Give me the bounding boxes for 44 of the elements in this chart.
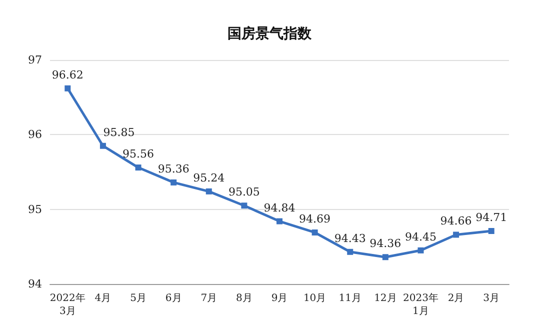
point bbox=[488, 228, 494, 234]
point bbox=[347, 248, 354, 255]
data-label: 94.69 bbox=[299, 212, 331, 226]
point bbox=[100, 142, 106, 149]
point bbox=[241, 202, 248, 209]
x-tick-label: 2023年 1月 bbox=[403, 292, 438, 317]
point bbox=[312, 229, 318, 236]
x-tick-label: 12月 bbox=[374, 293, 397, 304]
data-label: 95.24 bbox=[193, 171, 225, 184]
x-tick-label: 7月 bbox=[200, 293, 218, 304]
data-label: 94.66 bbox=[440, 214, 472, 228]
data-label: 94.43 bbox=[334, 232, 366, 245]
y-tick-label: 95 bbox=[28, 202, 42, 216]
chart-title: 国房景气指数 bbox=[228, 25, 312, 42]
x-tick-label: 4月 bbox=[94, 293, 112, 304]
data-label: 94.84 bbox=[264, 201, 296, 214]
x-tick-label: 2022年 3月 bbox=[50, 292, 86, 317]
point bbox=[453, 232, 460, 238]
x-tick-label: 10月 bbox=[303, 293, 326, 304]
data-label: 96.62 bbox=[52, 68, 84, 82]
y-tick-label: 96 bbox=[28, 128, 42, 142]
data-label: 94.45 bbox=[404, 230, 436, 244]
point bbox=[276, 218, 282, 224]
data-label: 95.85 bbox=[103, 126, 135, 139]
x-tick-label: 11月 bbox=[338, 293, 362, 304]
y-tick-label: 97 bbox=[28, 54, 42, 66]
point bbox=[382, 254, 388, 260]
data-label: 94.71 bbox=[476, 210, 508, 224]
x-tick-label: 9月 bbox=[271, 293, 288, 304]
point bbox=[135, 164, 142, 171]
x-tick-label: 2月 bbox=[448, 293, 464, 304]
data-label: 95.56 bbox=[122, 148, 154, 161]
x-tick-label: 8月 bbox=[236, 293, 252, 304]
x-tick-label: 6月 bbox=[165, 293, 182, 304]
x-tick-label: 3月 bbox=[483, 293, 500, 304]
data-label: 94.36 bbox=[370, 237, 402, 250]
point bbox=[206, 188, 212, 194]
data-label: 95.05 bbox=[228, 186, 260, 199]
x-tick-label: 5月 bbox=[130, 293, 146, 304]
point bbox=[418, 247, 424, 254]
y-tick-label: 94 bbox=[28, 278, 42, 290]
point bbox=[64, 85, 71, 92]
data-label: 95.36 bbox=[158, 162, 190, 176]
point bbox=[170, 179, 177, 186]
